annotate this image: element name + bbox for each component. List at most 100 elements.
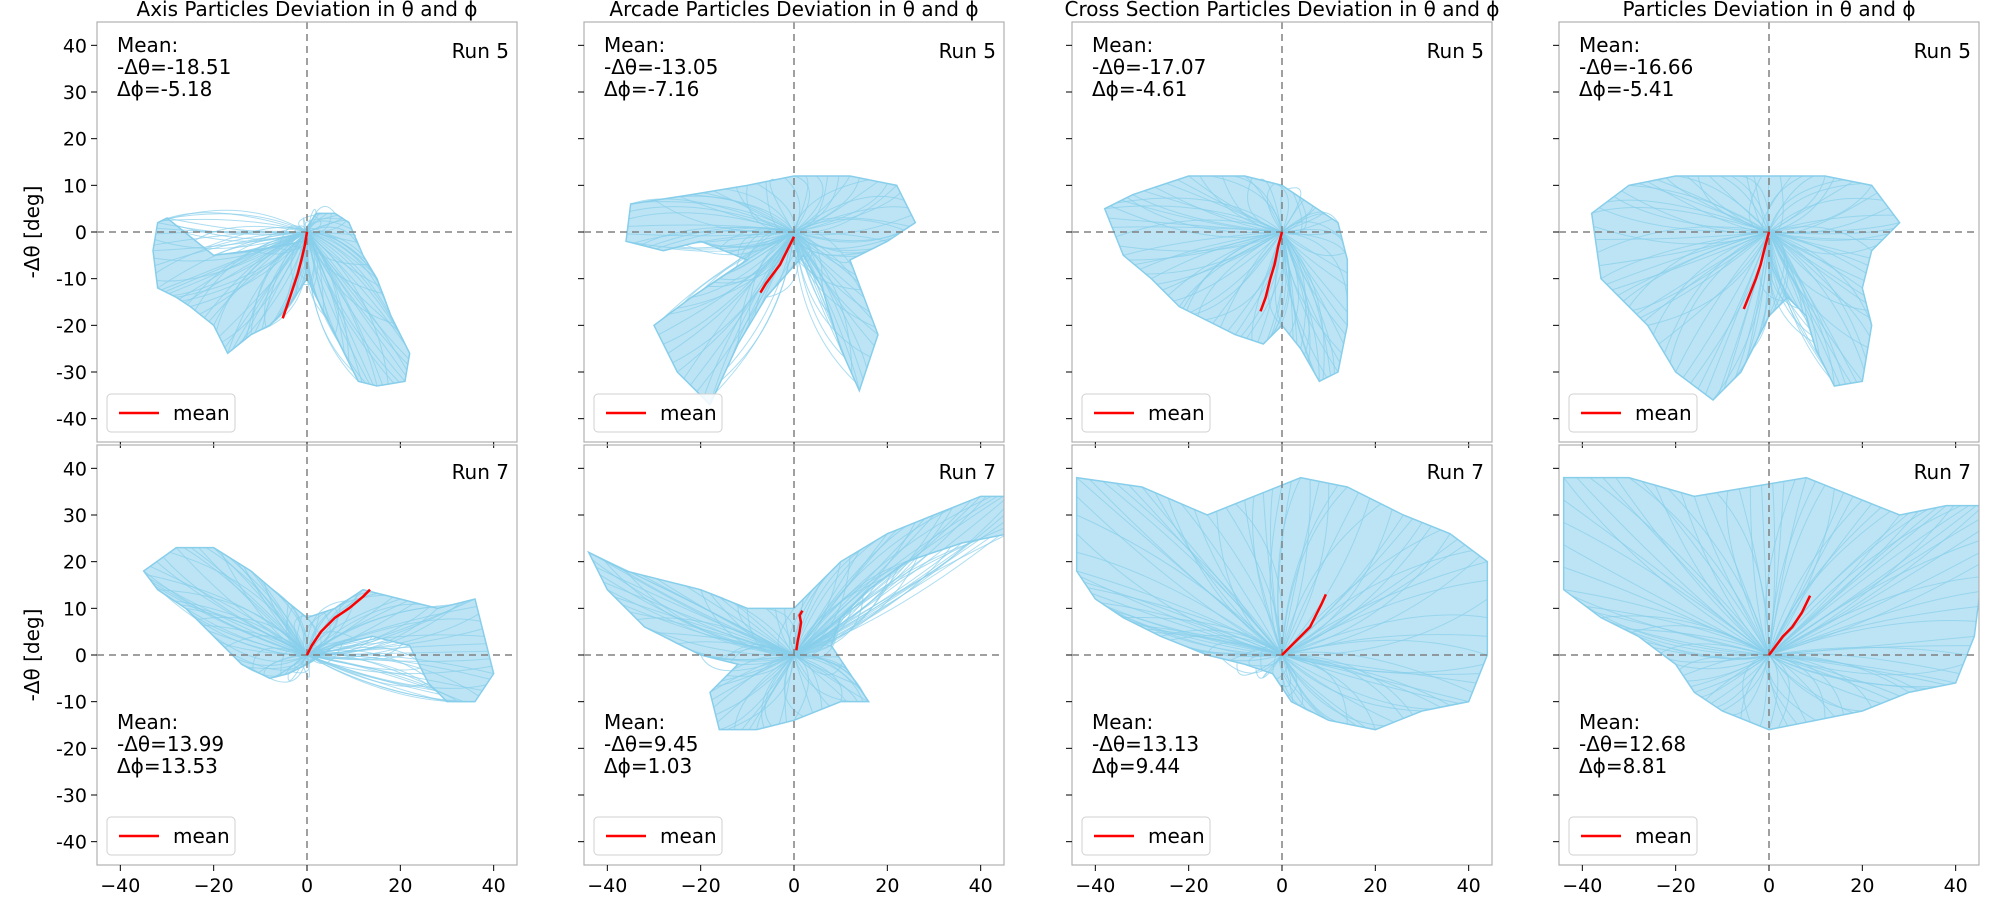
mean-value: Δϕ=13.53 bbox=[117, 754, 218, 778]
particle-trajectory bbox=[1768, 231, 1873, 326]
particle-trajectory bbox=[306, 205, 336, 233]
particle-trajectory bbox=[1628, 477, 1770, 656]
particle-trajectory bbox=[1686, 654, 1770, 682]
particle-trajectory bbox=[1128, 231, 1283, 261]
mean-heading: Mean: bbox=[604, 710, 665, 734]
particle-trajectory bbox=[1768, 484, 1826, 656]
particle-trajectory bbox=[793, 231, 868, 305]
particle-trajectory bbox=[151, 581, 308, 656]
particle-trajectory bbox=[1768, 197, 1883, 233]
particle-trajectory bbox=[1563, 499, 1770, 656]
particle-trajectory bbox=[1705, 494, 1770, 656]
y-tick-label: 30 bbox=[63, 505, 87, 527]
particle-trajectory bbox=[793, 583, 877, 656]
mean-curve bbox=[1768, 595, 1812, 656]
particle-trajectory bbox=[726, 654, 795, 731]
particle-trajectory bbox=[1729, 231, 1772, 384]
legend-label: mean bbox=[173, 401, 230, 425]
legend-box bbox=[593, 393, 723, 433]
particle-trajectory bbox=[1768, 654, 1910, 693]
particle-trajectory bbox=[156, 231, 308, 282]
particle-trajectory bbox=[306, 231, 386, 302]
particle-trajectory bbox=[295, 653, 317, 671]
particle-trajectory bbox=[793, 503, 963, 656]
particle-trajectory bbox=[1768, 488, 1835, 656]
particle-trajectory bbox=[1767, 654, 1816, 721]
particle-trajectory bbox=[670, 581, 795, 656]
particle-trajectory bbox=[306, 226, 361, 250]
particle-trajectory bbox=[306, 654, 421, 671]
particle-trajectory bbox=[1106, 606, 1283, 656]
particle-trajectory bbox=[1768, 646, 1967, 656]
legend-box bbox=[106, 393, 236, 433]
y-tick-label: 30 bbox=[63, 82, 87, 104]
particle-trajectory bbox=[1613, 196, 1770, 233]
particle-trajectory bbox=[1768, 652, 1960, 675]
y-tick-label: -40 bbox=[56, 409, 87, 431]
subplot-7: −40−2002040Δϕ [deg]Run 7Mean:-Δθ=13.13Δϕ… bbox=[1066, 444, 1493, 897]
particle-trajectory bbox=[302, 609, 330, 656]
legend-box bbox=[1081, 393, 1211, 433]
particle-trajectory bbox=[1768, 481, 1785, 656]
particle-trajectory bbox=[726, 231, 795, 369]
particle-trajectory bbox=[1281, 231, 1325, 380]
particle-trajectory bbox=[306, 231, 375, 275]
particle-trajectory bbox=[793, 183, 888, 233]
particle-trajectory bbox=[719, 654, 795, 731]
x-tick-label: 40 bbox=[1457, 875, 1481, 897]
subplot-2: Arcade Particles Deviation in θ and ϕ Run… bbox=[578, 0, 1005, 448]
particle-trajectory bbox=[715, 654, 795, 688]
particle-trajectory bbox=[793, 644, 836, 656]
particle-trajectory bbox=[1768, 231, 1867, 360]
legend-label: mean bbox=[173, 824, 230, 848]
particle-trajectory bbox=[1768, 182, 1863, 233]
particle-trajectory bbox=[1281, 503, 1382, 656]
particle-trajectory bbox=[1710, 654, 1770, 704]
plot-area bbox=[1072, 445, 1492, 865]
particle-trajectory bbox=[793, 570, 832, 656]
particle-trajectory bbox=[1126, 197, 1283, 234]
mean-heading: Mean: bbox=[117, 710, 178, 734]
y-tick-label: -20 bbox=[56, 315, 87, 337]
mean-value: -Δθ=-17.07 bbox=[1092, 55, 1206, 79]
particle-trajectory bbox=[1768, 185, 1873, 233]
particle-trajectory bbox=[793, 654, 843, 702]
particle-trajectory bbox=[1246, 231, 1286, 339]
particle-trajectory bbox=[306, 643, 343, 664]
particle-trajectory bbox=[306, 654, 490, 662]
particle-trajectory bbox=[1712, 231, 1770, 401]
particle-trajectory bbox=[1225, 507, 1283, 656]
run-label: Run 7 bbox=[939, 460, 996, 484]
particle-trajectory bbox=[306, 603, 423, 656]
particle-trajectory bbox=[788, 589, 814, 656]
x-tick-label: 40 bbox=[1944, 875, 1968, 897]
particle-trajectory bbox=[793, 231, 853, 374]
y-axis-label: -Δθ [deg] bbox=[20, 609, 44, 702]
particle-trajectory bbox=[1281, 231, 1311, 362]
particle-trajectory bbox=[306, 594, 386, 656]
particle-trajectory bbox=[1615, 624, 1770, 656]
particle-trajectory bbox=[1753, 175, 1770, 233]
particle-trajectory bbox=[1123, 231, 1283, 256]
particle-trajectory bbox=[793, 222, 916, 243]
x-tick-label: 20 bbox=[875, 875, 899, 897]
particle-trajectory bbox=[1154, 492, 1283, 656]
mean-curve bbox=[1259, 231, 1284, 312]
particle-trajectory bbox=[306, 638, 352, 656]
particle-trajectory bbox=[306, 231, 345, 354]
particle-trajectory bbox=[1266, 183, 1283, 233]
mean-value: -Δθ=13.13 bbox=[1092, 732, 1199, 756]
particle-trajectory bbox=[1638, 635, 1770, 659]
mean-value: Δϕ=9.44 bbox=[1092, 754, 1180, 778]
particle-trajectory bbox=[713, 190, 795, 233]
particle-trajectory bbox=[306, 643, 487, 656]
particle-trajectory bbox=[1281, 654, 1304, 706]
particle-trajectory bbox=[1768, 231, 1867, 274]
particle-trajectory bbox=[1628, 184, 1770, 233]
plot-area bbox=[1072, 22, 1492, 442]
particle-trajectory bbox=[1115, 219, 1283, 238]
particle-trajectory bbox=[1281, 231, 1345, 345]
particle-trajectory bbox=[1244, 654, 1283, 667]
particle-trajectory bbox=[670, 231, 795, 252]
particle-trajectory bbox=[1236, 654, 1283, 676]
